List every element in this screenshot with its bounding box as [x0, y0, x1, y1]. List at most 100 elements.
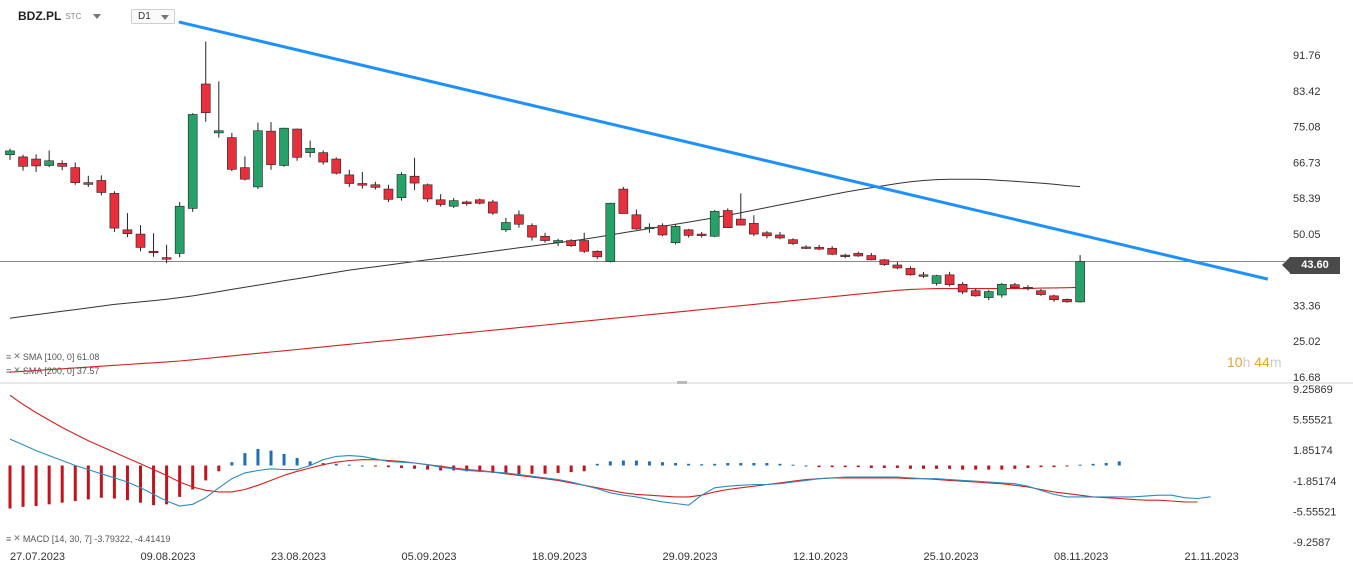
macd-tick-label: -1.85174	[1293, 476, 1336, 488]
candle-body	[514, 214, 524, 225]
price-tick-label: 83.42	[1293, 86, 1321, 98]
macd-histogram-bar	[282, 453, 286, 466]
instrument-header[interactable]: BDZ.PL STC	[18, 6, 102, 26]
close-icon[interactable]: ✕	[13, 365, 21, 375]
date-tick-label: 29.09.2023	[663, 551, 718, 563]
instrument-dropdown-icon[interactable]	[93, 13, 102, 19]
date-tick-label: 05.09.2023	[402, 551, 457, 563]
macd-histogram-bar	[882, 465, 886, 468]
macd-label: MACD [14, 30, 7] -3.79322, -4.41419	[22, 533, 171, 544]
macd-histogram-bar	[73, 465, 77, 502]
macd-histogram-bar	[1078, 464, 1082, 466]
candle-body	[827, 247, 837, 255]
macd-histogram-bar	[765, 463, 769, 466]
macd-histogram-bar	[804, 465, 808, 467]
candle-body	[1062, 298, 1072, 303]
macd-tick-label: 5.55521	[1293, 415, 1333, 427]
ticker-symbol[interactable]: BDZ.PL	[18, 9, 62, 23]
sma200-line	[9, 286, 1081, 373]
macd-histogram-bar	[1000, 465, 1004, 470]
timeframe-select[interactable]: D1	[131, 9, 175, 24]
macd-histogram-bar	[217, 465, 221, 472]
candle-body	[853, 253, 864, 257]
close-icon[interactable]: ✕	[13, 533, 21, 543]
close-icon[interactable]: ✕	[13, 351, 21, 361]
macd-tick-label: 1.85174	[1293, 445, 1333, 457]
macd-histogram-bar	[178, 465, 182, 497]
macd-histogram-bar	[99, 465, 103, 498]
macd-histogram-bar	[1013, 465, 1017, 469]
macd-histogram-bar	[595, 463, 599, 466]
macd-histogram-bar	[922, 465, 925, 469]
candle-body	[553, 240, 563, 243]
candle-body	[670, 226, 681, 243]
date-tick-label: 27.07.2023	[10, 551, 65, 563]
indicator-macd[interactable]: ≡ ✕ MACD [14, 30, 7] -3.79322, -4.41419	[6, 533, 170, 544]
macd-histogram-bar	[895, 465, 899, 468]
candle-body	[344, 174, 355, 184]
candle-countdown: 10h 44m	[1227, 354, 1282, 370]
chevron-down-icon[interactable]	[161, 15, 169, 20]
macd-histogram-bar	[661, 462, 664, 466]
candle-body	[1049, 295, 1059, 301]
macd-histogram-bar	[674, 463, 678, 466]
date-tick-label: 12.10.2023	[793, 551, 848, 563]
macd-histogram-bar	[413, 465, 417, 469]
candle-body	[801, 246, 811, 249]
date-tick-label: 23.08.2023	[271, 551, 326, 563]
candle-body	[148, 250, 159, 254]
candle-body	[44, 160, 54, 166]
macd-signal-line	[9, 394, 1198, 503]
candle-body	[527, 225, 537, 238]
macd-histogram-bar	[582, 465, 586, 472]
macd-tick-label: 9.25869	[1293, 384, 1333, 396]
macd-histogram-bar	[726, 463, 730, 466]
candle-body	[174, 205, 185, 254]
settings-icon[interactable]: ≡	[6, 365, 12, 376]
candle-body	[135, 233, 146, 248]
candle-body	[18, 156, 28, 167]
candle-body	[722, 210, 733, 228]
macd-histogram-bar	[1065, 465, 1069, 467]
candle-body	[1075, 261, 1085, 303]
macd-histogram-bar	[713, 463, 717, 466]
macd-histogram-bar	[1039, 465, 1043, 468]
macd-histogram-bar	[856, 465, 860, 468]
indicator-sma100[interactable]: ≡ ✕ SMA [100, 0] 61.08	[6, 351, 99, 362]
indicator-sma200[interactable]: ≡ ✕ SMA [200, 0] 37.57	[6, 365, 99, 376]
macd-histogram-bar	[778, 463, 782, 466]
settings-icon[interactable]: ≡	[6, 533, 12, 544]
candle-body	[122, 229, 133, 234]
settings-icon[interactable]: ≡	[6, 351, 12, 362]
candle-body	[357, 183, 368, 186]
macd-histogram-bar	[334, 463, 338, 466]
macd-histogram-bar	[647, 461, 651, 466]
date-tick-label: 18.09.2023	[532, 551, 587, 563]
candle-body	[631, 214, 642, 230]
candle-body	[396, 174, 407, 198]
candle-body	[996, 283, 1007, 296]
macd-tick-label: -9.2587	[1293, 537, 1330, 549]
candle-body	[788, 239, 798, 244]
candle-body	[318, 152, 329, 163]
macd-histogram-bar	[347, 464, 351, 466]
macd-histogram-bar	[465, 465, 469, 472]
candle-body	[448, 200, 459, 207]
candle-body	[292, 128, 302, 158]
panel-resize-handle	[677, 381, 687, 384]
price-tick-label: 16.68	[1293, 372, 1321, 384]
candle-body	[1023, 286, 1033, 290]
candle-body	[579, 240, 590, 252]
macd-histogram-bar	[491, 465, 495, 473]
price-tick-label: 91.76	[1293, 50, 1321, 62]
candle-body	[501, 222, 511, 231]
candle-body	[409, 175, 420, 184]
candle-body	[918, 274, 929, 277]
macd-histogram-bar	[47, 465, 51, 505]
candle-body	[970, 290, 981, 297]
macd-histogram-bar	[86, 465, 90, 500]
macd-histogram-bar	[269, 450, 273, 466]
macd-histogram-bar	[1026, 465, 1030, 468]
trendline	[178, 20, 1269, 281]
